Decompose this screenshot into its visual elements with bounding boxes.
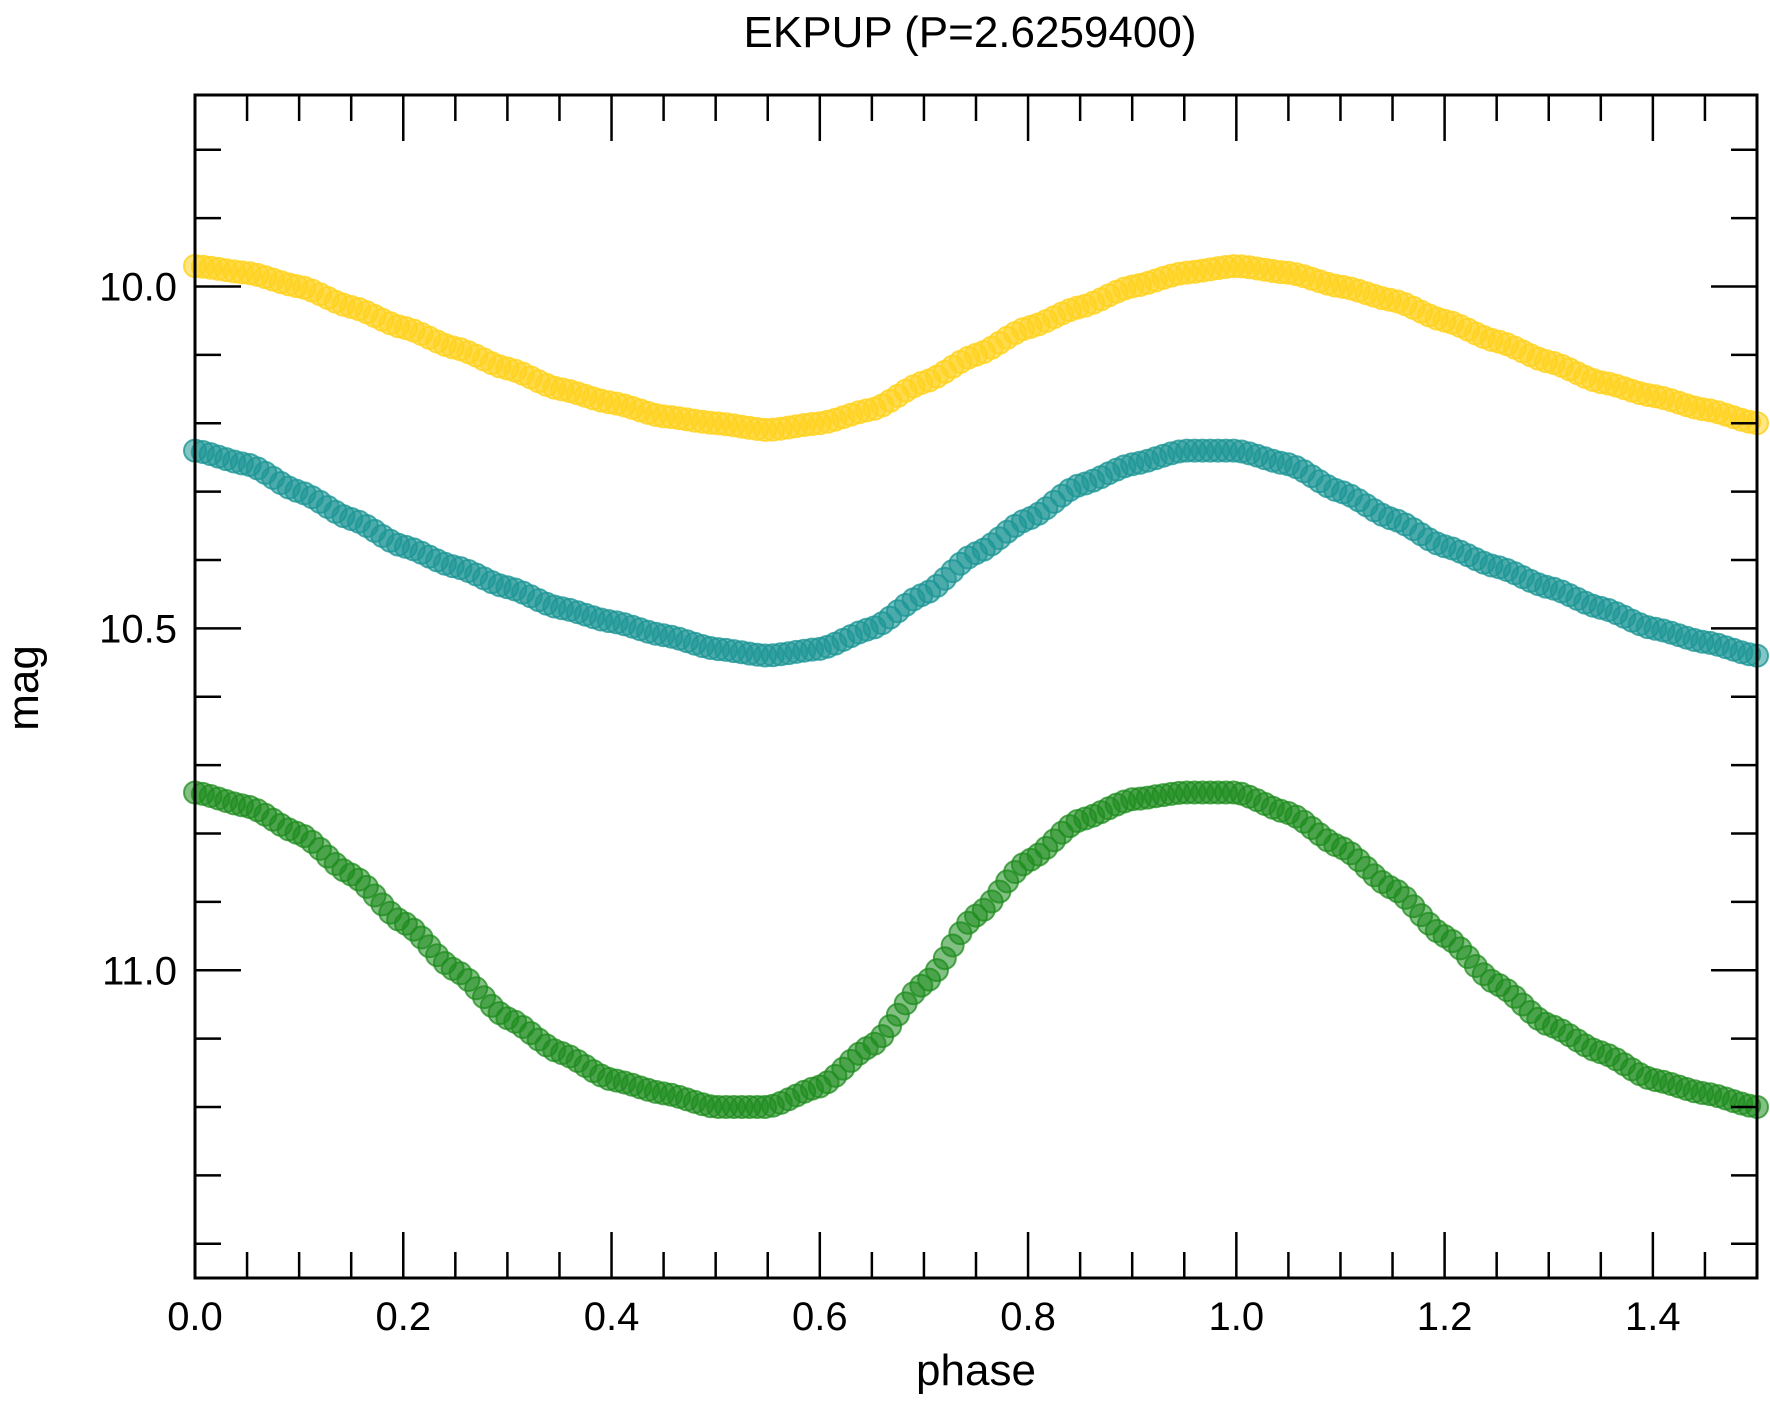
- series-2: [183, 780, 1769, 1119]
- x-tick-label: 1.4: [1625, 1295, 1681, 1339]
- y-tick-label: 11.0: [102, 949, 177, 993]
- x-tick-label: 0.0: [167, 1295, 223, 1339]
- tick-labels: 0.0 0.2 0.4 0.6 0.8 1.0 1.2 1.4 10.0 10.5 11.0: [99, 265, 1681, 1339]
- series-0: [183, 254, 1769, 442]
- x-tick-label: 0.4: [584, 1295, 640, 1339]
- x-tick-label: 0.6: [792, 1295, 848, 1339]
- data-points: [183, 254, 1769, 1119]
- y-axis-label: mag: [0, 645, 48, 731]
- axis-ticks: [193, 95, 1759, 1278]
- x-tick-label: 1.2: [1417, 1295, 1473, 1339]
- plot-frame: [193, 93, 1759, 1280]
- y-tick-label: 10.0: [99, 265, 177, 309]
- y-tick-label: 10.5: [99, 607, 177, 651]
- series-1: [183, 438, 1769, 668]
- x-tick-label: 0.2: [375, 1295, 431, 1339]
- chart-title: EKPUP (P=2.6259400): [744, 8, 1197, 57]
- x-tick-label: 1.0: [1209, 1295, 1265, 1339]
- x-axis-label: phase: [916, 1346, 1036, 1395]
- x-tick-label: 0.8: [1000, 1295, 1056, 1339]
